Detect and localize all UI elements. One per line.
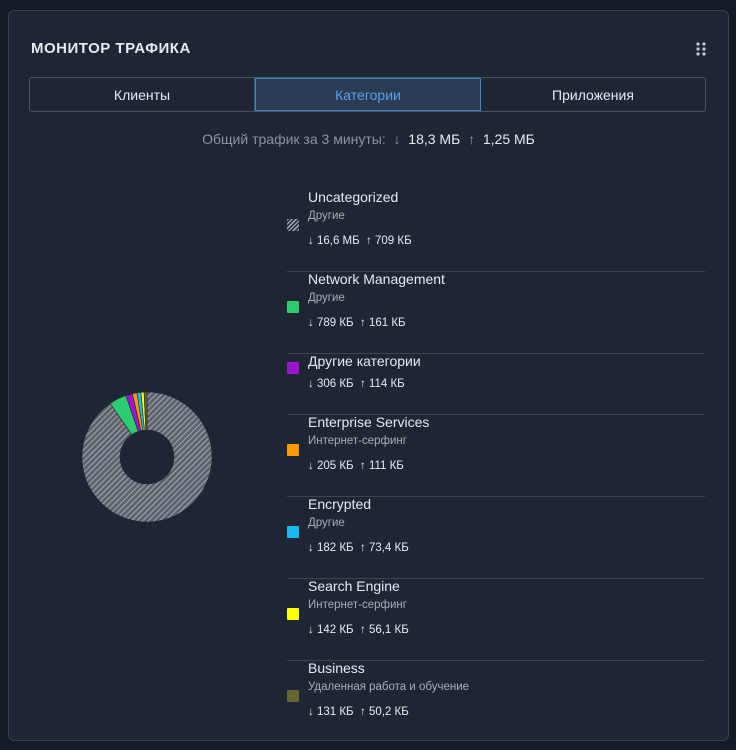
category-name: Search Engine (308, 578, 400, 594)
download: 306 КБ (316, 378, 354, 390)
color-swatch (287, 362, 299, 374)
color-swatch (287, 301, 299, 313)
up-arrow: ↑ (353, 460, 369, 472)
traffic-panel: МОНИТОР ТРАФИКА Клиенты Категории Приложен… (8, 10, 729, 741)
category-group: Другие (308, 210, 345, 222)
tab-bar: Клиенты Категории Приложения (29, 77, 706, 112)
up-arrow: ↑ (353, 542, 369, 554)
summary-up: 1,25 МБ (482, 131, 535, 147)
color-swatch (287, 690, 299, 702)
download: 16,6 МБ (316, 235, 360, 247)
category-item: Uncategorized Другие ↓ 16,6 МБ ↑ 709 КБ (287, 189, 705, 272)
traffic-stats: ↓ 789 КБ ↑ 161 КБ (308, 317, 406, 329)
traffic-stats: ↓ 16,6 МБ ↑ 709 КБ (308, 235, 412, 247)
down-arrow: ↓ (308, 706, 317, 718)
down-arrow: ↓ (308, 235, 317, 247)
down-arrow: ↓ (389, 131, 405, 147)
download: 789 КБ (316, 317, 354, 329)
category-group: Интернет-серфинг (308, 599, 407, 611)
down-arrow: ↓ (308, 317, 317, 329)
download: 142 КБ (316, 624, 354, 636)
up-arrow: ↑ (353, 378, 369, 390)
traffic-stats: ↓ 131 КБ ↑ 50,2 КБ (308, 706, 409, 718)
category-name: Enterprise Services (308, 414, 430, 430)
category-name: Другие категории (308, 353, 421, 369)
up-arrow: ↑ (353, 706, 369, 718)
down-arrow: ↓ (308, 542, 317, 554)
category-name: Uncategorized (308, 189, 399, 205)
upload: 161 КБ (368, 317, 406, 329)
traffic-stats: ↓ 306 КБ ↑ 114 КБ (308, 378, 405, 390)
donut-chart (81, 391, 213, 523)
color-swatch (287, 526, 299, 538)
upload: 114 КБ (368, 378, 405, 390)
download: 131 КБ (316, 706, 354, 718)
traffic-stats: ↓ 182 КБ ↑ 73,4 КБ (308, 542, 409, 554)
category-group: Другие (308, 517, 345, 529)
tab[interactable]: Категории (255, 78, 481, 111)
down-arrow: ↓ (308, 378, 317, 390)
color-swatch (287, 219, 299, 231)
upload: 709 КБ (375, 235, 412, 247)
category-item: Другие категории ↓ 306 КБ ↑ 114 КБ (287, 353, 705, 415)
up-arrow: ↑ (464, 131, 479, 147)
color-swatch (287, 444, 299, 456)
upload: 111 КБ (368, 460, 404, 472)
category-item: Business Удаленная работа и обучение ↓ 131… (287, 660, 705, 742)
panel-title: МОНИТОР ТРАФИКА (31, 40, 191, 57)
category-name: Encrypted (308, 496, 372, 512)
upload: 56,1 КБ (368, 624, 409, 636)
download: 182 КБ (316, 542, 354, 554)
category-item: Encrypted Другие ↓ 182 КБ ↑ 73,4 КБ (287, 496, 705, 579)
traffic-stats: ↓ 142 КБ ↑ 56,1 КБ (308, 624, 409, 636)
donut-slice (143, 391, 148, 431)
up-arrow: ↑ (353, 317, 369, 329)
up-arrow: ↑ (359, 235, 376, 247)
category-item: Enterprise Services Интернет-серфинг ↓ 205… (287, 414, 705, 497)
traffic-stats: ↓ 205 КБ ↑ 111 КБ (308, 460, 404, 472)
summary-down: 18,3 МБ (408, 131, 461, 147)
tab[interactable]: Приложения (552, 86, 634, 103)
category-group: Удаленная работа и обучение (308, 681, 470, 693)
down-arrow: ↓ (308, 460, 317, 472)
upload: 50,2 КБ (368, 706, 409, 718)
category-group: Другие (308, 292, 345, 304)
category-item: Network Management Другие ↓ 789 КБ ↑ 161 К… (287, 271, 705, 354)
up-arrow: ↑ (353, 624, 369, 636)
summary-label: Общий трафик за 3 минуты: (202, 131, 386, 147)
download: 205 КБ (316, 460, 354, 472)
down-arrow: ↓ (308, 624, 317, 636)
color-swatch (287, 608, 299, 620)
tab[interactable]: Клиенты (30, 78, 255, 111)
menu-icon[interactable] (695, 41, 707, 57)
category-item: Search Engine Интернет-серфинг ↓ 142 КБ ↑ … (287, 578, 705, 661)
donut-slice (81, 391, 213, 523)
category-name: Network Management (308, 271, 445, 287)
category-group: Интернет-серфинг (308, 435, 407, 447)
summary: Общий трафик за 3 минуты: ↓ 18,3 МБ ↑ 1,… (9, 131, 728, 147)
upload: 73,4 КБ (368, 542, 409, 554)
category-name: Business (308, 660, 365, 676)
